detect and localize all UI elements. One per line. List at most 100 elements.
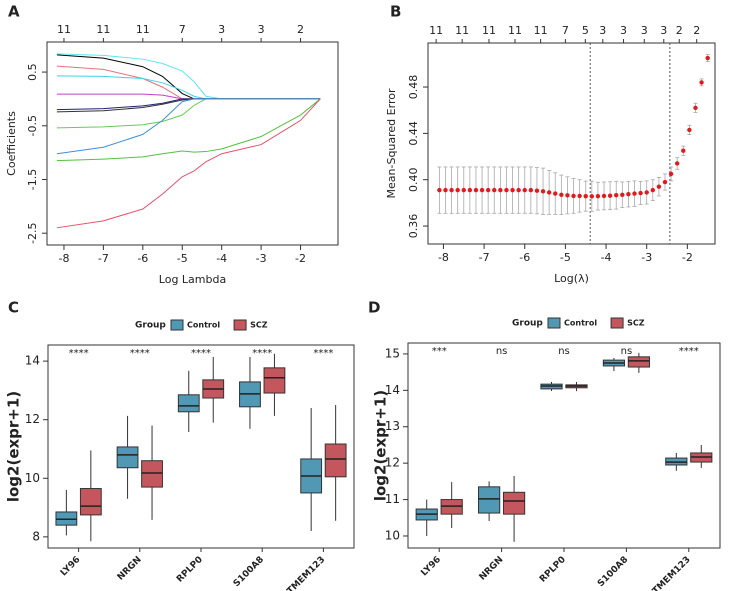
x-tick-label: -3 <box>256 252 267 265</box>
top-tick-label: 11 <box>534 24 548 37</box>
point <box>699 80 704 85</box>
point <box>583 193 588 199</box>
box <box>263 367 286 394</box>
point <box>485 187 491 193</box>
x-tick-label: -4 <box>601 251 612 264</box>
point <box>571 193 576 199</box>
top-tick-label: 11 <box>508 24 522 37</box>
top-tick-label: 11 <box>429 24 443 37</box>
point <box>449 187 454 193</box>
point <box>632 191 637 196</box>
box <box>141 460 163 488</box>
x-tick-label: -6 <box>137 252 148 265</box>
point <box>662 179 668 185</box>
top-tick-label: 2 <box>693 24 700 37</box>
top-tick-label: 2 <box>676 24 683 37</box>
panel-label: B <box>390 3 401 21</box>
y-tick-label: 8 <box>32 529 40 543</box>
point <box>522 187 527 193</box>
box <box>627 356 650 368</box>
legend-swatch <box>170 319 184 331</box>
legend-label: SCZ <box>250 321 268 330</box>
point <box>546 190 552 195</box>
significance: ns <box>496 346 508 357</box>
y-tick-label: 15 <box>385 346 400 360</box>
x-axis-label: Log(λ) <box>554 272 589 285</box>
x-tick-label: -3 <box>641 251 652 264</box>
significance: **** <box>679 346 699 357</box>
x-tick-label: -6 <box>519 251 530 264</box>
panel-label: D <box>368 299 380 317</box>
y-tick-label: 0.5 <box>26 63 39 81</box>
point <box>644 190 649 195</box>
point <box>492 187 497 193</box>
y-tick-label: 0.44 <box>407 121 420 146</box>
point <box>638 190 643 196</box>
y-tick-label: -2.5 <box>26 222 39 243</box>
point <box>461 187 466 193</box>
legend-label: Control <box>564 319 597 328</box>
y-tick-label: 0.40 <box>407 167 420 192</box>
top-tick-label: 3 <box>660 24 667 37</box>
top-tick-label: 11 <box>136 23 150 36</box>
top-tick-label: 3 <box>599 24 606 37</box>
top-tick-label: 3 <box>258 23 265 36</box>
significance: ns <box>558 346 570 357</box>
y-tick-label: 0.48 <box>407 75 420 100</box>
point <box>607 193 613 198</box>
point <box>479 187 485 193</box>
point <box>595 193 601 199</box>
y-axis-label: log2(expr+1) <box>372 390 390 501</box>
legend-swatch <box>610 317 624 329</box>
point <box>687 127 692 133</box>
x-tick-label: -5 <box>560 251 571 264</box>
point <box>559 192 564 197</box>
significance: **** <box>313 348 333 359</box>
point <box>577 193 582 199</box>
panel-label: C <box>8 299 19 317</box>
legend-swatch <box>547 317 561 329</box>
top-tick-label: 3 <box>641 24 648 37</box>
box <box>478 486 501 514</box>
y-axis-label: Coefficients <box>5 111 18 176</box>
top-tick-label: 11 <box>57 23 71 36</box>
y-tick-label: 13 <box>385 419 400 433</box>
panel-label: A <box>8 3 20 21</box>
top-tick-label: 11 <box>96 23 110 36</box>
legend-swatch <box>233 319 247 331</box>
top-tick-label: 3 <box>620 24 627 37</box>
top-tick-label: 2 <box>297 23 304 36</box>
point <box>437 187 442 193</box>
top-tick-label: 11 <box>455 24 469 37</box>
x-tick-label: -7 <box>98 252 109 265</box>
y-tick-label: 11 <box>385 492 400 506</box>
point <box>614 193 619 198</box>
top-tick-label: 11 <box>482 24 496 37</box>
x-tick-label: -7 <box>479 251 490 264</box>
significance: ns <box>621 346 633 357</box>
box <box>79 488 102 516</box>
point <box>516 187 521 193</box>
significance: *** <box>432 346 447 357</box>
significance: **** <box>252 348 272 359</box>
legend-label: SCZ <box>627 319 645 328</box>
point <box>534 188 540 193</box>
x-tick-label: -2 <box>682 251 693 264</box>
plot-frame <box>427 42 716 245</box>
x-tick-label: -2 <box>295 252 306 265</box>
point <box>467 187 473 193</box>
box <box>177 394 200 413</box>
point <box>681 148 686 153</box>
coefficient-path <box>56 98 321 155</box>
box <box>502 491 526 515</box>
box <box>116 446 139 469</box>
coefficient-path <box>56 98 321 162</box>
y-tick-label: 12 <box>385 456 400 470</box>
point <box>620 192 625 197</box>
y-axis-label: log2(expr+1) <box>5 391 23 502</box>
x-tick-label: -5 <box>177 252 188 265</box>
point <box>498 187 503 193</box>
point <box>565 193 570 198</box>
